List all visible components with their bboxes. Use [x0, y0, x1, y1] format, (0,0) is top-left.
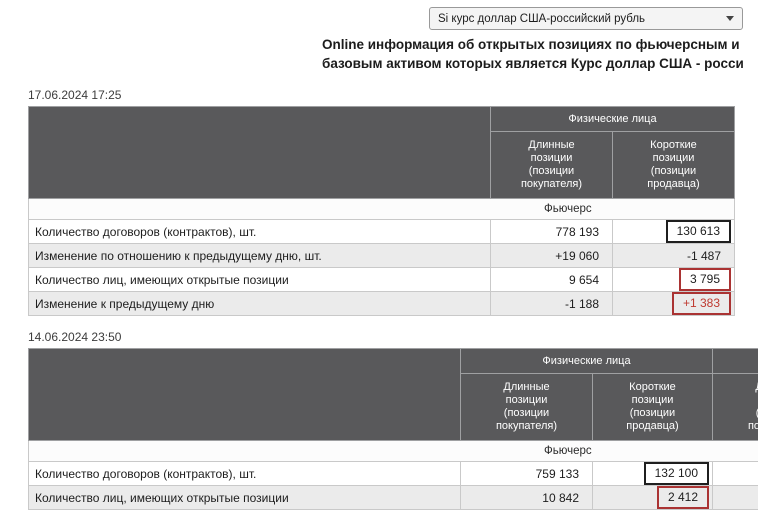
highlight-box-red: 2 412 [656, 486, 709, 509]
group-header-individuals: Физические лица [490, 106, 735, 132]
short-value-cell: 130 613 [612, 219, 735, 244]
short-value-cell: -1 487 [612, 243, 735, 268]
section-header-futures: Фьючерс [28, 198, 735, 220]
timestamp-1: 17.06.2024 17:25 [28, 88, 122, 102]
clipped-value-cell [712, 485, 758, 510]
long-value-cell: +19 060 [490, 243, 613, 268]
short-value-cell: +1 383 [612, 291, 735, 316]
highlight-box-black: 132 100 [643, 462, 709, 485]
long-value-cell: 10 842 [460, 485, 593, 510]
short-value-cell: 3 795 [612, 267, 735, 292]
table-row: Изменение по отношению к предыдущему дню… [28, 243, 735, 268]
open-positions-table-1: Физические лица Длинные позиции (позиции… [28, 106, 735, 316]
long-value-cell: 9 654 [490, 267, 613, 292]
table-row: Фьючерс [28, 440, 758, 462]
group-header-individuals: Физические лица [460, 348, 713, 374]
page-title: Online информация об открытых позициях п… [322, 35, 744, 73]
group-header-legal-entities-partial [712, 348, 758, 374]
table-corner-cell [28, 348, 461, 441]
table-row: Количество договоров (контрактов), шт. 7… [28, 461, 758, 486]
row-label: Количество лиц, имеющих открытые позиции [28, 485, 461, 510]
table-row: Количество лиц, имеющих открытые позиции… [28, 485, 758, 510]
table-row: Фьючерс [28, 198, 735, 220]
column-header-short-positions: Короткие позиции (позиции продавца) [592, 373, 713, 441]
table-row: Количество договоров (контрактов), шт. 7… [28, 219, 735, 244]
section-header-futures: Фьючерс [28, 440, 758, 462]
long-value-cell: -1 188 [490, 291, 613, 316]
row-label: Количество договоров (контрактов), шт. [28, 219, 491, 244]
table-row: Количество лиц, имеющих открытые позиции… [28, 267, 735, 292]
row-label: Изменение к предыдущему дню [28, 291, 491, 316]
column-header-long-positions-2: Длинные позиции (позиции покупателя) [712, 373, 758, 441]
open-positions-table-2: Физические лица Длинные позиции (позиции… [28, 348, 758, 510]
instrument-select[interactable]: Si курс доллар США-российский рубль [429, 7, 743, 30]
page-title-line1: Online информация об открытых позициях п… [322, 37, 740, 52]
row-label: Изменение по отношению к предыдущему дню… [28, 243, 491, 268]
column-header-short-positions: Короткие позиции (позиции продавца) [612, 131, 735, 199]
clipped-value-cell [712, 461, 758, 486]
row-label: Количество договоров (контрактов), шт. [28, 461, 461, 486]
column-header-long-positions: Длинные позиции (позиции покупателя) [490, 131, 613, 199]
highlight-box-red: 3 795 [678, 268, 731, 291]
column-header-long-positions: Длинные позиции (позиции покупателя) [460, 373, 593, 441]
table-corner-cell [28, 106, 491, 199]
long-value-cell: 759 133 [460, 461, 593, 486]
row-label: Количество лиц, имеющих открытые позиции [28, 267, 491, 292]
timestamp-2: 14.06.2024 23:50 [28, 330, 122, 344]
page-title-line2: базовым активом которых является Курс до… [322, 56, 744, 71]
short-value-cell: 132 100 [592, 461, 713, 486]
long-value-cell: 778 193 [490, 219, 613, 244]
highlight-box-black: 130 613 [665, 220, 731, 243]
instrument-select-value: Si курс доллар США-российский рубль [438, 12, 646, 25]
chevron-down-icon [726, 16, 734, 21]
highlight-box-red: +1 383 [671, 292, 731, 315]
table-row: Изменение к предыдущему дню -1 188 +1 38… [28, 291, 735, 316]
short-value-cell: 2 412 [592, 485, 713, 510]
